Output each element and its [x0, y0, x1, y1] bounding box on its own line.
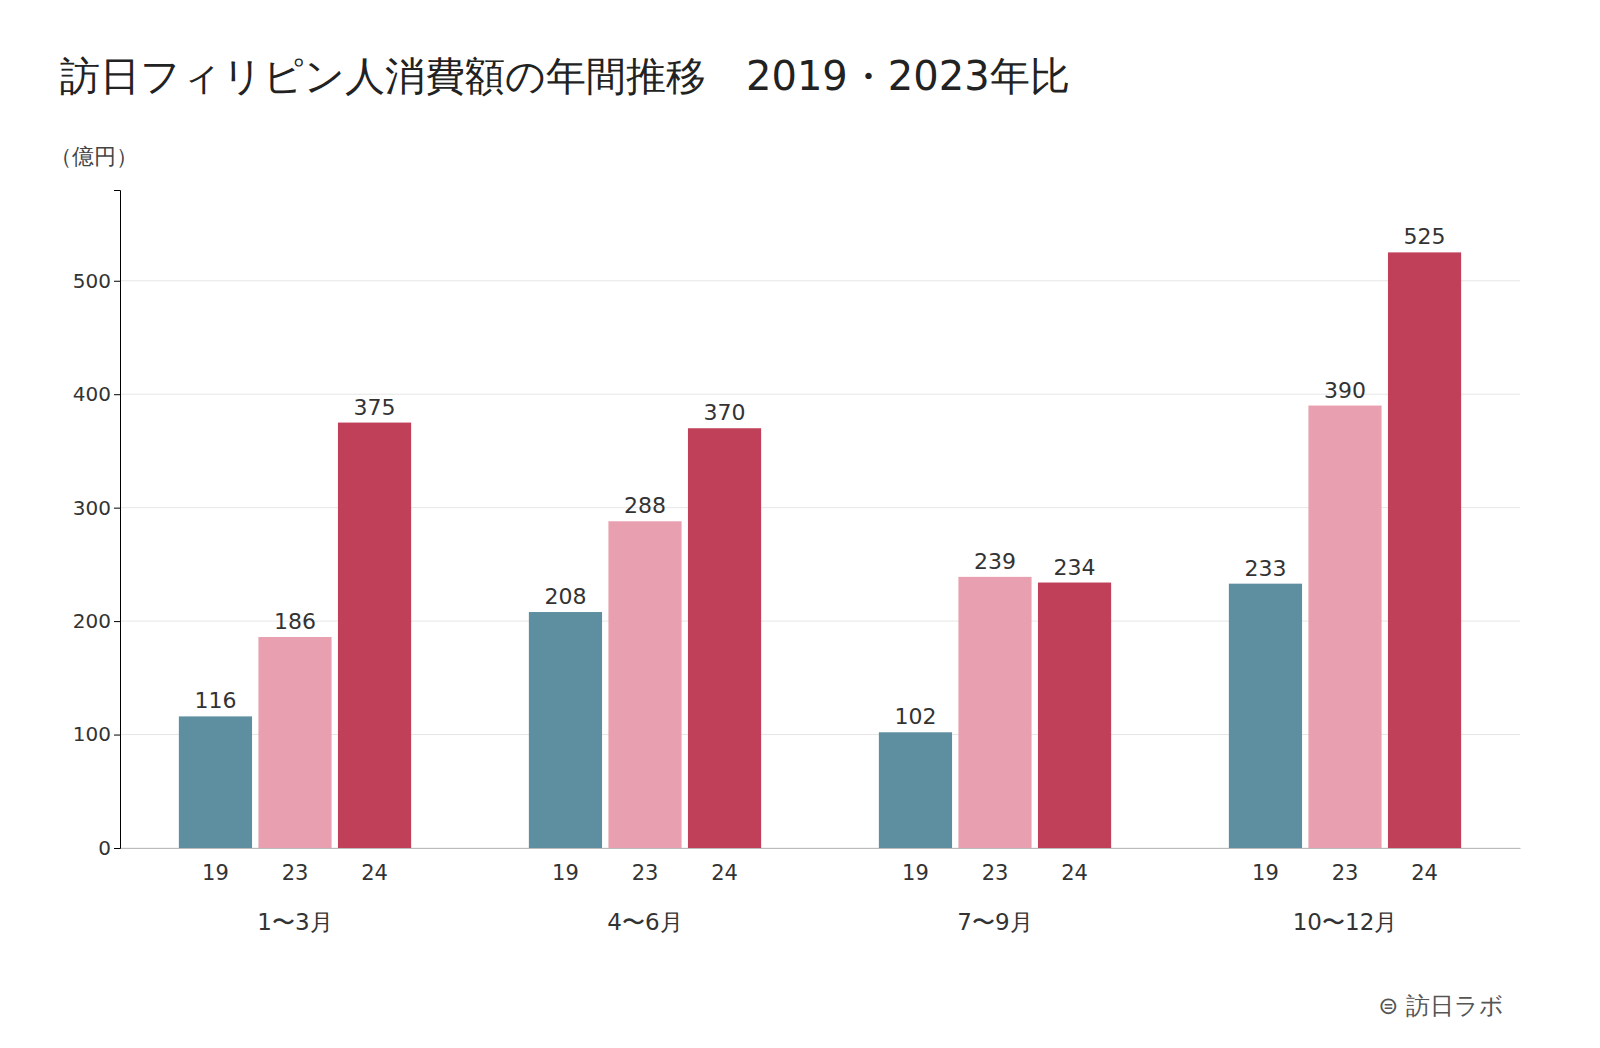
series-label: 24: [1411, 861, 1438, 885]
x-tick: 7〜9月: [957, 909, 1032, 935]
x-axis-line: [121, 848, 1521, 849]
annotation: ⊜ 訪日ラボ: [1378, 992, 1504, 1020]
series-label: 23: [1332, 861, 1359, 885]
y-tick: 100: [73, 722, 120, 746]
data-labels: 116 208 102 233 186 288 239 390 375 370 234 525: [194, 224, 1445, 729]
grid-line: [120, 280, 1520, 281]
y-tick: 500: [73, 269, 120, 293]
bar: [1388, 252, 1461, 848]
x-tick: 4〜6月: [607, 909, 682, 935]
bar: [529, 612, 602, 848]
x-axis: 1〜3月 4〜6月 7〜9月 10〜12月: [121, 849, 1521, 936]
data-label: 288: [624, 493, 666, 518]
series-label: 24: [711, 861, 738, 885]
series-label: 19: [902, 861, 929, 885]
data-label: 234: [1054, 555, 1096, 580]
data-label: 370: [704, 400, 746, 425]
y-tick-mark: [114, 508, 120, 509]
bar: [958, 577, 1031, 848]
series-label: 23: [282, 861, 309, 885]
title: 訪日フィリピン人消費額の年間推移 2019・2023年比: [60, 53, 1070, 99]
background: [0, 0, 1600, 1048]
y-tick-mark: [114, 621, 120, 622]
x-tick-label: 1〜3月: [257, 909, 332, 935]
x-tick-label: 7〜9月: [957, 909, 1032, 935]
bar: [1038, 583, 1111, 848]
y-tick-label: 100: [73, 722, 111, 746]
grid: [120, 281, 1520, 848]
data-label: 116: [194, 688, 236, 713]
bar: [608, 521, 681, 848]
data-label: 186: [274, 609, 316, 634]
y-tick-label: 500: [73, 269, 111, 293]
y-axis: 0 100 200 300 400 500: [73, 191, 121, 860]
y-tick-mark: [114, 394, 120, 395]
y-tick: 200: [73, 609, 120, 633]
bar: [258, 637, 331, 848]
y-tick: 0: [98, 836, 120, 860]
y-tick-label: 300: [73, 496, 111, 520]
y-tick: 400: [73, 382, 120, 406]
series-label: 19: [202, 861, 229, 885]
series-label: 24: [361, 861, 388, 885]
y-tick-label: 200: [73, 609, 111, 633]
series-label: 19: [1252, 861, 1279, 885]
x-tick-label: 10〜12月: [1293, 909, 1398, 935]
y-tick-label: 0: [98, 836, 111, 860]
chart-container: 訪日フィリピン人消費額の年間推移 2019・2023年比116208102233…: [0, 0, 1600, 1048]
data-label: 239: [974, 549, 1016, 574]
chart-svg: 訪日フィリピン人消費額の年間推移 2019・2023年比116208102233…: [0, 0, 1600, 1048]
bar: [179, 716, 252, 848]
bar: [688, 428, 761, 848]
data-label: 233: [1244, 556, 1286, 581]
y-axis-line: [114, 191, 121, 849]
series-labels: 19 23 24 19 23 24 19 23 24 19 23 24: [202, 861, 1438, 885]
y-axis-title: （億円）: [50, 144, 138, 169]
bar: [879, 732, 952, 848]
x-tick-label: 4〜6月: [607, 909, 682, 935]
y-tick-mark: [114, 281, 120, 282]
y-tick-mark: [114, 848, 120, 849]
bar: [1229, 584, 1302, 848]
plot: 116 208 102 233 186 288 239 390 375 370 234 525 19 23…: [50, 144, 1521, 935]
series-label: 24: [1061, 861, 1088, 885]
data-label: 390: [1324, 378, 1366, 403]
y-tick-mark: [114, 735, 120, 736]
x-tick: 1〜3月: [257, 909, 332, 935]
series-label: 23: [632, 861, 659, 885]
data-label: 208: [544, 584, 586, 609]
bar: [338, 423, 411, 848]
x-tick: 10〜12月: [1293, 909, 1398, 935]
data-label: 375: [354, 395, 396, 420]
data-label: 102: [894, 704, 936, 729]
bars: [179, 252, 1461, 848]
series-label: 19: [552, 861, 579, 885]
data-label: 525: [1404, 224, 1446, 249]
y-tick: 300: [73, 496, 120, 520]
grid-line: [120, 394, 1520, 395]
y-tick-label: 400: [73, 382, 111, 406]
series-label: 23: [982, 861, 1009, 885]
bar: [1308, 406, 1381, 848]
